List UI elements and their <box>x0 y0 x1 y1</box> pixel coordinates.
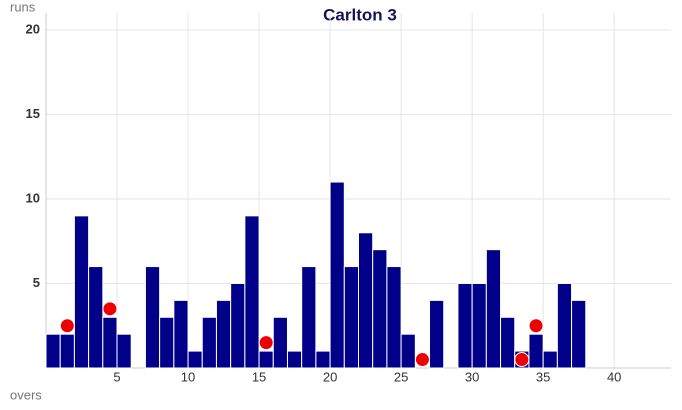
bar <box>372 249 388 369</box>
chart-title: Carlton 3 <box>323 5 397 24</box>
bar <box>144 266 161 369</box>
x-tick-label: 40 <box>607 369 621 384</box>
wicket-dot <box>514 352 530 368</box>
wicket-dot <box>414 352 430 368</box>
wicket-dot <box>258 335 274 351</box>
y-tick-label: 15 <box>26 106 40 121</box>
bar <box>301 266 317 369</box>
bar <box>159 316 175 369</box>
bar <box>116 333 132 369</box>
y-axis-label: runs <box>10 0 36 14</box>
x-tick-label: 25 <box>394 369 408 384</box>
x-tick-label: 35 <box>536 369 550 384</box>
bar <box>429 299 445 369</box>
wicket-dot <box>59 318 75 334</box>
bar <box>500 316 516 369</box>
x-tick-label: 30 <box>465 369 479 384</box>
bar <box>315 350 331 369</box>
bar <box>102 316 118 369</box>
bar <box>230 282 246 369</box>
bar <box>542 350 558 369</box>
bar <box>386 266 402 369</box>
bar <box>343 266 359 369</box>
y-tick-label: 20 <box>26 21 40 36</box>
bar <box>400 333 416 369</box>
x-tick-label: 15 <box>252 369 266 384</box>
bar <box>556 282 573 369</box>
bar <box>244 215 260 369</box>
bar <box>457 282 473 369</box>
bar <box>73 215 90 369</box>
bar <box>45 333 61 369</box>
y-tick-label: 5 <box>33 275 40 290</box>
x-tick-label: 10 <box>181 369 195 384</box>
bar <box>485 249 502 369</box>
bar <box>571 299 587 369</box>
bar <box>187 350 203 369</box>
bar <box>59 333 75 369</box>
wicket-dot <box>528 318 544 334</box>
bar <box>173 299 189 369</box>
bar <box>528 333 544 369</box>
bar <box>286 350 303 369</box>
bar <box>471 282 487 369</box>
x-tick-label: 20 <box>323 369 337 384</box>
bar <box>258 350 274 369</box>
bar <box>329 181 345 369</box>
x-tick-label: 5 <box>113 369 120 384</box>
y-tick-label: 10 <box>26 190 40 205</box>
bar <box>215 299 232 369</box>
bar <box>358 232 374 369</box>
bar <box>88 266 104 369</box>
bar <box>272 316 288 369</box>
x-axis-label: overs <box>10 387 42 402</box>
wicket-dot <box>102 301 118 317</box>
bar <box>201 316 217 369</box>
